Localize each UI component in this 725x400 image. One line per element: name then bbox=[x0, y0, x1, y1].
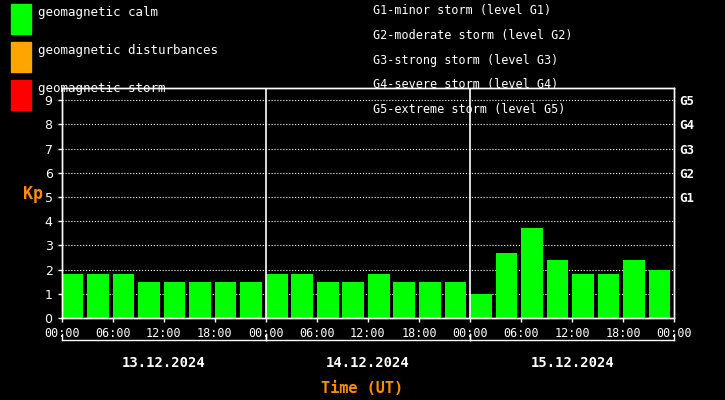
Bar bbox=[215, 282, 236, 318]
Text: 14.12.2024: 14.12.2024 bbox=[326, 356, 410, 370]
Bar bbox=[164, 282, 186, 318]
Bar bbox=[597, 274, 619, 318]
Bar bbox=[547, 260, 568, 318]
Bar bbox=[470, 294, 492, 318]
Bar bbox=[419, 282, 441, 318]
Bar bbox=[266, 274, 288, 318]
Bar bbox=[317, 282, 339, 318]
Text: geomagnetic disturbances: geomagnetic disturbances bbox=[38, 44, 218, 57]
Text: 15.12.2024: 15.12.2024 bbox=[530, 356, 614, 370]
Text: G1-minor storm (level G1): G1-minor storm (level G1) bbox=[373, 4, 552, 17]
Bar bbox=[649, 270, 671, 318]
Bar bbox=[674, 253, 696, 318]
Text: Time (UT): Time (UT) bbox=[321, 381, 404, 396]
Text: G2-moderate storm (level G2): G2-moderate storm (level G2) bbox=[373, 29, 573, 42]
Bar bbox=[368, 274, 389, 318]
Bar bbox=[394, 282, 415, 318]
Text: geomagnetic storm: geomagnetic storm bbox=[38, 82, 166, 95]
Text: G5-extreme storm (level G5): G5-extreme storm (level G5) bbox=[373, 103, 566, 116]
Bar bbox=[291, 274, 313, 318]
Bar bbox=[112, 274, 134, 318]
Bar bbox=[62, 274, 83, 318]
Bar bbox=[572, 274, 594, 318]
Text: G4-severe storm (level G4): G4-severe storm (level G4) bbox=[373, 78, 559, 91]
Bar bbox=[521, 228, 543, 318]
Text: geomagnetic calm: geomagnetic calm bbox=[38, 6, 159, 19]
Bar bbox=[496, 253, 517, 318]
Bar bbox=[624, 260, 645, 318]
Text: G3-strong storm (level G3): G3-strong storm (level G3) bbox=[373, 54, 559, 67]
Bar bbox=[138, 282, 160, 318]
Bar bbox=[240, 282, 262, 318]
Bar bbox=[342, 282, 364, 318]
Bar bbox=[189, 282, 211, 318]
Bar bbox=[444, 282, 466, 318]
Bar bbox=[87, 274, 109, 318]
Y-axis label: Kp: Kp bbox=[23, 185, 44, 203]
Text: 13.12.2024: 13.12.2024 bbox=[122, 356, 206, 370]
